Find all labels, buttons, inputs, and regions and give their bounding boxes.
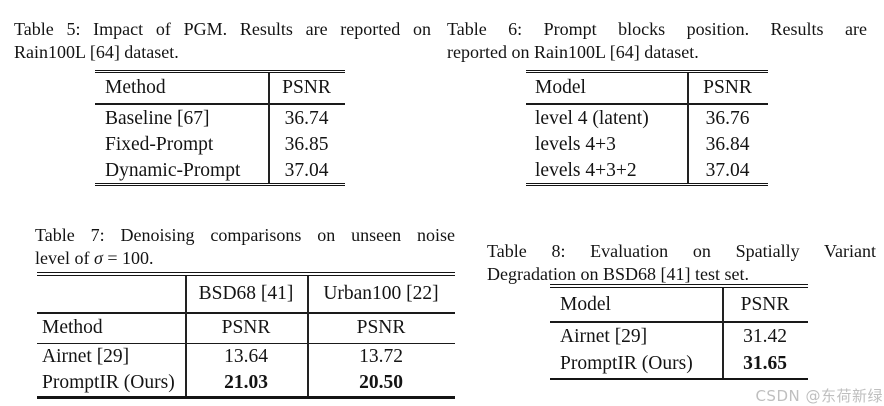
table8-header-row: Model PSNR [550, 288, 808, 321]
table7-caption-line2: level of σ = 100. [35, 247, 455, 270]
table7-header-psnr-bsd68: PSNR [221, 317, 271, 338]
table5-cell-method: Baseline [67] [105, 107, 210, 129]
table7-caption: Table 7: Denoising comparisons on unseen… [35, 224, 455, 269]
table7: BSD68 [41] Urban100 [22] Method PSNR PSN… [37, 272, 455, 399]
table8-caption-line1: Table 8: Evaluation on Spatially Variant [487, 241, 876, 261]
table5-header-row: Method PSNR [95, 73, 345, 103]
table8-row-promptir: PromptIR (Ours) 31.65 [550, 351, 808, 378]
table5-cell-psnr: 36.74 [284, 107, 329, 129]
table5-row-fixed-prompt: Fixed-Prompt 36.85 [95, 132, 345, 158]
table7-column-divider-1 [185, 276, 187, 396]
table8-caption: Table 8: Evaluation on Spatially Variant… [487, 240, 876, 285]
table6-cell-model: levels 4+3 [535, 133, 616, 155]
table6-caption-line1: Table 6: Prompt blocks position. Results… [447, 19, 867, 39]
table6-row-levels-4-3-2: levels 4+3+2 37.04 [526, 158, 768, 184]
table8-column-divider [722, 288, 724, 378]
table5-caption-line2: Rain100L [64] dataset. [14, 41, 179, 62]
table7-group-header-bsd68: BSD68 [41] [198, 283, 294, 304]
table6-cell-psnr: 36.76 [705, 107, 750, 129]
table6-cell-model: level 4 (latent) [535, 107, 649, 129]
table5-body: Baseline [67] 36.74 Fixed-Prompt 36.85 D… [95, 105, 345, 184]
table6-cell-model: levels 4+3+2 [535, 159, 637, 181]
table6-row-level4: level 4 (latent) 36.76 [526, 106, 768, 132]
table7-cell-psnr-bsd68: 21.03 [224, 372, 268, 393]
table5-cell-method: Dynamic-Prompt [105, 159, 241, 181]
table7-group-header-urban100: Urban100 [22] [323, 283, 439, 304]
table6-header-model: Model [535, 77, 586, 98]
table7-caption-line1: Table 7: Denoising comparisons on unseen… [35, 225, 455, 245]
table6-header-row: Model PSNR [526, 73, 768, 103]
csdn-watermark: CSDN @东荷新绿 [755, 387, 883, 405]
table6-caption: Table 6: Prompt blocks position. Results… [447, 18, 867, 63]
table8-body: Airnet [29] 31.42 PromptIR (Ours) 31.65 [550, 323, 808, 378]
table6-column-divider [687, 73, 689, 183]
table8-header-model: Model [560, 293, 611, 315]
table6-cell-psnr: 37.04 [705, 159, 750, 181]
table8-row-airnet: Airnet [29] 31.42 [550, 324, 808, 351]
table7-cell-psnr-bsd68: 13.64 [224, 346, 268, 367]
table5-cell-method: Fixed-Prompt [105, 133, 214, 155]
table5-row-baseline: Baseline [67] 36.74 [95, 106, 345, 132]
table7-header-method: Method [42, 317, 103, 338]
table6-caption-line2: reported on Rain100L [64] dataset. [447, 41, 699, 62]
table7-body: Airnet [29] 13.64 13.72 PromptIR (Ours) … [37, 344, 455, 396]
table7-row-airnet: Airnet [29] 13.64 13.72 [37, 344, 455, 370]
table7-header-row: Method PSNR PSNR [37, 314, 455, 343]
table8-cell-psnr: 31.42 [743, 326, 787, 347]
table8-caption-line2: Degradation on BSD68 [41] test set. [487, 263, 749, 284]
table7-caption-line2-pre: level of [35, 247, 94, 268]
table7-caption-line2-post: = 100. [102, 247, 154, 268]
table5-caption: Table 5: Impact of PGM. Results are repo… [14, 18, 431, 63]
table7-row-promptir: PromptIR (Ours) 21.03 20.50 [37, 370, 455, 396]
table5-row-dynamic-prompt: Dynamic-Prompt 37.04 [95, 158, 345, 184]
table6: Model PSNR level 4 (latent) 36.76 levels… [526, 70, 768, 186]
table6-body: level 4 (latent) 36.76 levels 4+3 36.84 … [526, 105, 768, 184]
table6-midrule [526, 103, 768, 105]
table8-cell-model: Airnet [29] [560, 326, 648, 347]
table8-midrule [550, 321, 808, 323]
table7-cell-psnr-urban100: 20.50 [359, 372, 403, 393]
table7-midrule-2 [37, 342, 455, 344]
table5-cell-psnr: 36.85 [284, 133, 329, 155]
table7-midrule-1 [37, 312, 455, 314]
table7-cell-method: Airnet [29] [42, 346, 130, 367]
table6-cell-psnr: 36.84 [705, 133, 750, 155]
table7-cell-psnr-urban100: 13.72 [359, 346, 403, 367]
table8: Model PSNR Airnet [29] 31.42 PromptIR (O… [550, 284, 808, 380]
table5: Method PSNR Baseline [67] 36.74 Fixed-Pr… [95, 70, 345, 186]
table7-header-psnr-urban100: PSNR [356, 317, 406, 338]
table8-header-psnr: PSNR [740, 293, 790, 315]
table6-row-levels-4-3: levels 4+3 36.84 [526, 132, 768, 158]
table7-cell-method: PromptIR (Ours) [42, 372, 175, 393]
table5-column-divider [268, 73, 270, 183]
sigma-symbol: σ [93, 247, 103, 268]
table5-midrule [95, 103, 345, 105]
table8-cell-psnr: 31.65 [743, 353, 787, 374]
table5-header-psnr: PSNR [282, 77, 331, 98]
table5-cell-psnr: 37.04 [284, 159, 329, 181]
table7-dataset-header-row: BSD68 [41] Urban100 [22] [37, 276, 455, 312]
table7-column-divider-2 [307, 276, 309, 396]
table8-cell-model: PromptIR (Ours) [560, 353, 693, 374]
table5-header-method: Method [105, 77, 166, 98]
table6-header-psnr: PSNR [703, 77, 752, 98]
table5-caption-line1: Table 5: Impact of PGM. Results are repo… [14, 19, 431, 39]
